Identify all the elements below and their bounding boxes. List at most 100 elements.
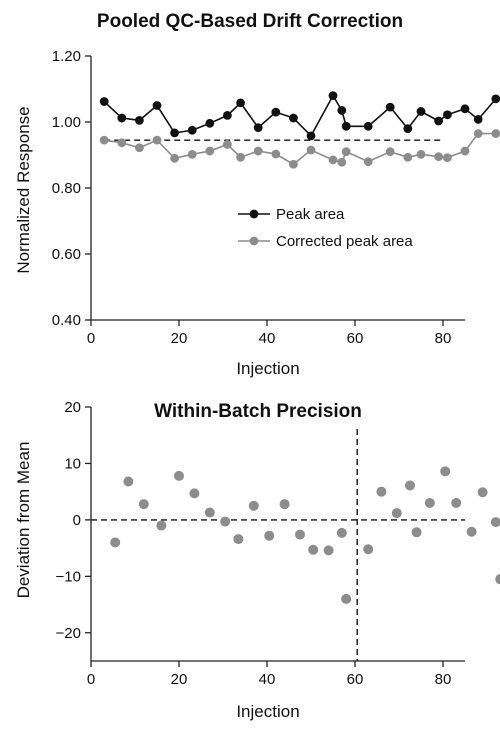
drift-y-axis-label: Normalized Response	[14, 106, 33, 273]
drift-data-point	[460, 146, 470, 156]
precision-axes: 0 20 40 60 80 −20 −10 0 10 20	[56, 399, 465, 688]
drift-data-point	[187, 149, 197, 159]
drift-series-0	[99, 91, 500, 141]
drift-x-tick-label: 60	[347, 330, 364, 347]
drift-data-point	[434, 152, 443, 162]
precision-x-tick-label: 20	[171, 671, 188, 688]
drift-data-point	[99, 97, 109, 106]
drift-legend-item: Corrected peak area	[238, 233, 413, 250]
precision-reference-lines	[91, 429, 465, 661]
drift-legend: Peak area Corrected peak area	[238, 206, 413, 250]
drift-data-point	[135, 115, 144, 125]
precision-data-point	[123, 476, 134, 487]
drift-x-axis-label: Injection	[236, 359, 299, 378]
drift-data-point	[337, 106, 347, 115]
drift-data-point	[99, 135, 109, 145]
drift-chart-title: Pooled QC-Based Drift Correction	[97, 11, 403, 32]
drift-x-tick-label: 20	[171, 330, 188, 347]
drift-x-tick-label: 80	[435, 330, 452, 347]
precision-data-point	[391, 508, 402, 519]
drift-data-point	[434, 116, 443, 126]
precision-data-point	[156, 520, 167, 531]
drift-data-point	[443, 153, 452, 163]
precision-data-point	[174, 470, 184, 481]
precision-x-tick-label: 0	[87, 671, 95, 688]
precision-data-point	[376, 486, 387, 497]
precision-data-point	[424, 497, 435, 508]
drift-data-point	[117, 113, 127, 123]
drift-data-point	[306, 131, 316, 141]
drift-data-point	[223, 111, 232, 120]
drift-data-point	[236, 98, 246, 108]
drift-data-point	[341, 147, 351, 157]
legend-swatch-marker	[249, 236, 259, 246]
legend-label: Corrected peak area	[276, 233, 413, 250]
drift-data-point	[306, 145, 316, 155]
precision-data-point	[308, 544, 319, 555]
drift-data-point	[337, 157, 347, 167]
precision-y-tick-label: −20	[56, 625, 81, 642]
precision-series-0	[110, 466, 500, 604]
drift-data-point	[187, 125, 197, 135]
precision-data-point	[451, 497, 462, 508]
drift-data-point	[289, 113, 298, 123]
precision-data-point	[233, 534, 244, 545]
drift-y-tick-label: 0.80	[52, 180, 81, 197]
drift-data-point	[271, 107, 281, 117]
precision-x-axis-label: Injection	[236, 702, 299, 721]
precision-y-tick-label: −10	[56, 568, 81, 585]
precision-data-point	[405, 480, 415, 491]
precision-data-point	[264, 530, 275, 541]
precision-data-point	[440, 466, 451, 477]
drift-data-point	[491, 94, 500, 104]
drift-legend-item: Peak area	[238, 206, 345, 223]
drift-data-point	[253, 123, 263, 133]
drift-data-point	[416, 107, 426, 116]
precision-data-point	[279, 499, 290, 510]
precision-data-point	[189, 488, 200, 499]
precision-data-point	[204, 507, 215, 518]
drift-data-point	[385, 147, 395, 157]
precision-y-tick-label: 0	[73, 512, 81, 529]
drift-data-point	[223, 140, 232, 149]
precision-data-point	[336, 527, 347, 538]
precision-data-point	[466, 526, 477, 537]
precision-x-tick-label: 80	[435, 671, 452, 688]
precision-data-point	[495, 574, 500, 585]
precision-data-point	[341, 593, 352, 604]
drift-data-point	[117, 138, 127, 148]
drift-data-point	[416, 149, 426, 159]
precision-data-point	[363, 544, 374, 555]
drift-data-point	[328, 91, 338, 100]
drift-data-point	[385, 102, 395, 112]
drift-series	[99, 91, 500, 169]
drift-data-point	[170, 128, 180, 138]
drift-data-point	[170, 153, 180, 163]
precision-data-point	[490, 517, 500, 528]
precision-panel: Within-Batch Precision 0 20 40 60 80 −20 −10 0 1…	[14, 399, 500, 721]
precision-data-point	[248, 500, 259, 511]
precision-data-point	[323, 545, 334, 556]
legend-label: Peak area	[276, 206, 345, 223]
drift-data-point	[473, 129, 483, 138]
precision-y-tick-label: 10	[64, 455, 81, 472]
drift-data-point	[363, 121, 373, 131]
drift-y-tick-label: 0.60	[52, 246, 81, 263]
drift-data-point	[135, 143, 144, 153]
drift-data-point	[473, 114, 483, 124]
precision-chart-title: Within-Batch Precision	[154, 401, 362, 422]
precision-y-tick-label: 20	[64, 399, 81, 416]
drift-data-point	[152, 101, 162, 110]
drift-data-point	[236, 152, 246, 162]
drift-series-line	[103, 93, 497, 138]
drift-data-point	[328, 155, 338, 165]
precision-data-point	[110, 537, 121, 548]
drift-y-tick-label: 1.00	[52, 114, 81, 131]
legend-swatch-marker	[249, 209, 259, 219]
drift-data-point	[403, 152, 413, 162]
drift-data-point	[253, 146, 263, 156]
drift-data-point	[205, 146, 215, 156]
drift-correction-panel: Pooled QC-Based Drift Correction 0 20 40 60…	[14, 11, 500, 378]
drift-data-point	[460, 104, 470, 114]
drift-data-point	[341, 121, 351, 131]
